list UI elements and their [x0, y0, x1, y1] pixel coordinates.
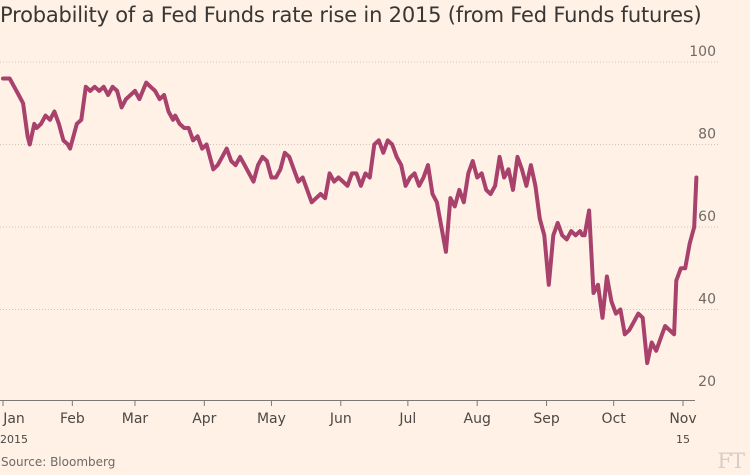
y-tick-label-100: 100 [689, 44, 716, 60]
x-tick-label-oct: Oct [602, 411, 627, 427]
y-tick-label-80: 80 [698, 127, 716, 143]
x-tick-label-jan: Jan [2, 411, 25, 427]
x-tick-label-jun: Jun [329, 411, 352, 427]
y-tick-label-40: 40 [698, 292, 716, 308]
x-tick-label-aug: Aug [464, 411, 491, 427]
x-tick-label-jul: Jul [398, 411, 416, 427]
series-layer [1, 76, 699, 366]
ft-logo: FT [717, 449, 745, 473]
y-tick-label-60: 60 [698, 209, 716, 225]
source-note: Source: Bloomberg [1, 455, 116, 469]
chart-title: Probability of a Fed Funds rate rise in … [0, 3, 702, 27]
x-axis: Jan 2015 Feb Mar Apr May Jun Jul Aug Sep Oct Nov 15 [0, 400, 697, 446]
x-tick-label-sep: Sep [533, 411, 560, 427]
x-tick-label-nov: Nov [669, 411, 696, 427]
x-tick-sublabel-nov: 15 [676, 433, 690, 446]
x-tick-label-apr: Apr [192, 411, 216, 427]
y-tick-label-20: 20 [698, 374, 716, 390]
y-axis-ticks: 20 40 60 80 100 [689, 44, 716, 390]
series-line-0 [1, 76, 699, 366]
x-tick-label-may: May [257, 411, 286, 427]
x-tick-label-mar: Mar [122, 411, 149, 427]
x-tick-sublabel-jan: 2015 [0, 433, 28, 446]
x-tick-label-feb: Feb [60, 411, 85, 427]
